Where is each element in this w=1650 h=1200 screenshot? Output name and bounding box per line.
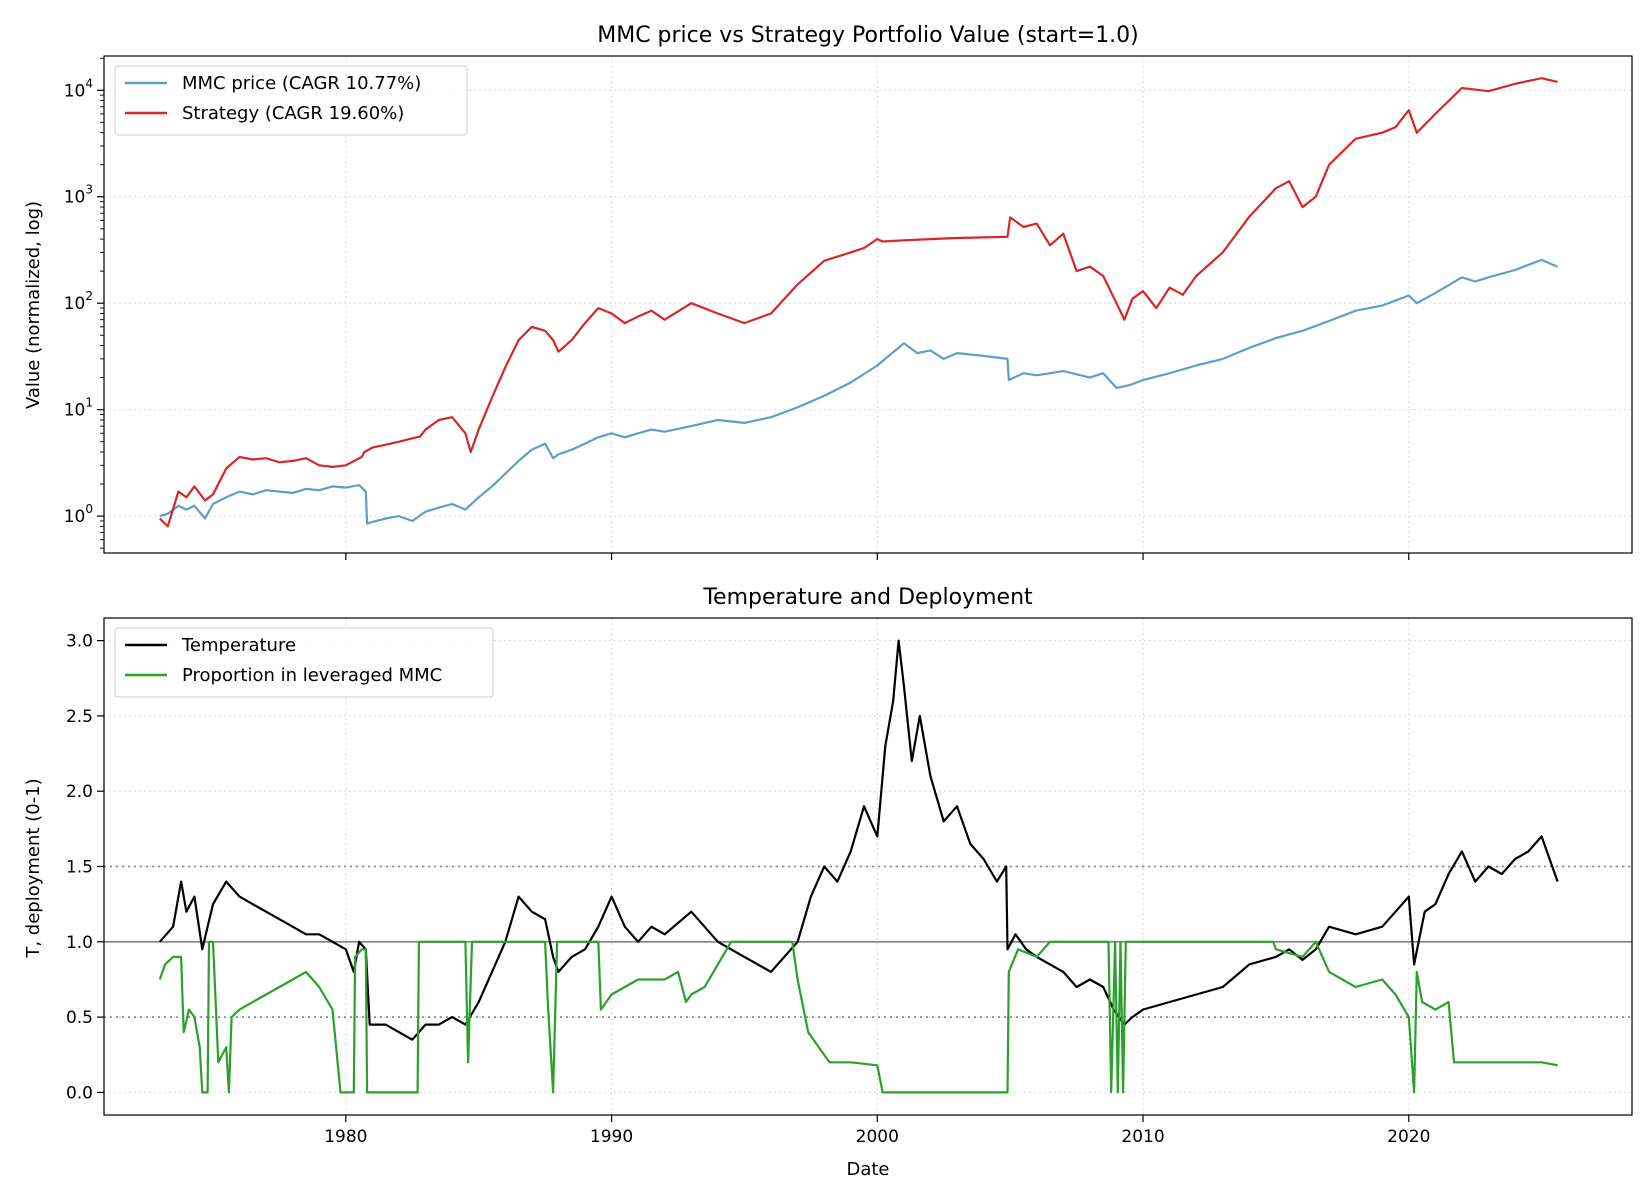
bottom-legend-label-proportion: Proportion in leveraged MMC (182, 665, 442, 686)
x-tick-label: 1990 (590, 1127, 633, 1147)
series-line-1 (159, 258, 1559, 525)
top-chart-title: MMC price vs Strategy Portfolio Value (s… (597, 23, 1139, 48)
series-line-2 (159, 77, 1558, 528)
top-series-lines (159, 77, 1559, 528)
y-tick-label-exponent: 1 (85, 396, 93, 410)
y-tick-label: 0.5 (66, 1008, 93, 1028)
y-tick-label: 102 (64, 289, 93, 314)
top-chart-y-axis-label: Value (normalized, log) (23, 201, 44, 409)
y-tick-label-base: 10 (64, 507, 86, 527)
top-x-axis-ticks (345, 553, 1410, 560)
y-tick-label: 2.5 (66, 707, 93, 727)
bottom-legend-label-temperature: Temperature (181, 635, 296, 656)
bottom-y-axis-ticks: 0.0 0.5 1.0 1.5 2.0 2.5 3.0 (66, 632, 104, 1103)
bottom-series-lines (158, 639, 1559, 1094)
y-tick-label-exponent: 2 (85, 289, 93, 303)
y-tick-label: 1.0 (66, 933, 93, 953)
series-line-2 (158, 940, 1558, 1094)
y-tick-label: 1.5 (66, 858, 93, 878)
y-tick-label-base: 10 (64, 294, 86, 314)
bottom-x-axis-ticks: 1980 1990 2000 2010 2020 (324, 1115, 1430, 1147)
y-tick-label: 0.0 (66, 1083, 93, 1103)
y-tick-label: 101 (64, 396, 93, 421)
bottom-chart-y-axis-label: T, deployment (0-1) (23, 778, 44, 958)
y-tick-label: 100 (64, 502, 93, 527)
top-chart-panel: MMC price vs Strategy Portfolio Value (s… (23, 23, 1633, 560)
series-line-1 (158, 639, 1559, 1041)
bottom-chart-x-axis-label: Date (846, 1159, 889, 1180)
y-tick-label: 103 (64, 183, 93, 208)
y-tick-label-base: 10 (64, 81, 86, 101)
bottom-chart-panel: Temperature and Deployment T, deployment… (23, 585, 1633, 1180)
bottom-legend: Temperature Proportion in leveraged MMC (114, 627, 494, 698)
y-tick-label-base: 10 (64, 401, 86, 421)
top-legend-label-strategy: Strategy (CAGR 19.60%) (182, 103, 404, 124)
top-chart-frame (103, 55, 1633, 554)
bottom-chart-title: Temperature and Deployment (702, 585, 1033, 610)
top-legend-label-mmc-price: MMC price (CAGR 10.77%) (182, 73, 421, 94)
x-tick-label: 2020 (1387, 1127, 1430, 1147)
y-tick-label: 2.0 (66, 782, 93, 802)
top-legend-box (114, 65, 468, 136)
top-legend: MMC price (CAGR 10.77%) Strategy (CAGR 1… (114, 65, 468, 136)
bottom-legend-box (114, 627, 494, 698)
y-tick-label: 3.0 (66, 632, 93, 652)
x-tick-label: 1980 (324, 1127, 367, 1147)
x-tick-label: 2010 (1121, 1127, 1164, 1147)
y-tick-label-base: 10 (64, 188, 86, 208)
y-tick-label-exponent: 0 (85, 502, 93, 516)
y-tick-label-exponent: 3 (85, 183, 93, 197)
y-tick-label: 104 (64, 76, 93, 101)
x-tick-label: 2000 (856, 1127, 899, 1147)
y-tick-label-exponent: 4 (85, 76, 93, 90)
